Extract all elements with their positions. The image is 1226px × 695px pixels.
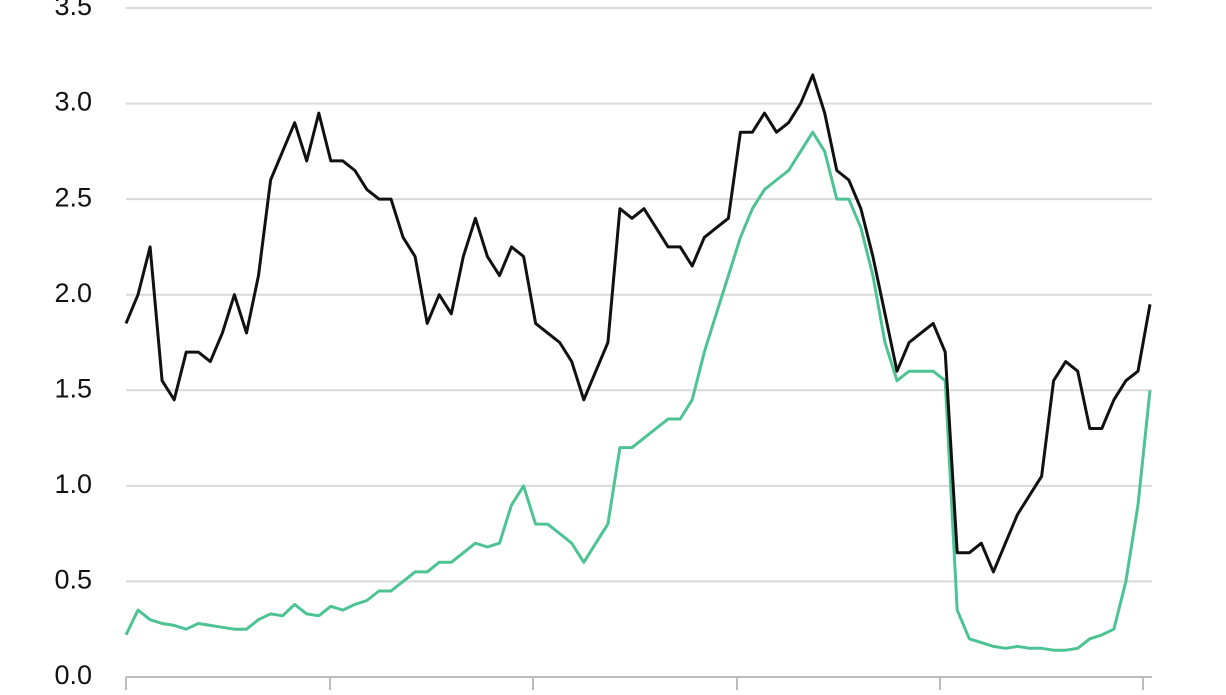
y-tick-label: 2.5 xyxy=(54,182,92,212)
line-series xyxy=(124,73,1152,574)
y-tick-label: 1.5 xyxy=(54,373,92,403)
y-tick-label: 0.5 xyxy=(54,565,92,595)
y-tick-label: 3.0 xyxy=(54,87,92,117)
y-tick-label: 3.5 xyxy=(54,0,92,21)
y-tick-label: 2.0 xyxy=(54,278,92,308)
line-series xyxy=(124,130,1152,652)
y-tick-label: 0.0 xyxy=(54,660,92,690)
x-axis xyxy=(125,676,1152,690)
y-tick-label: 1.0 xyxy=(54,469,92,499)
